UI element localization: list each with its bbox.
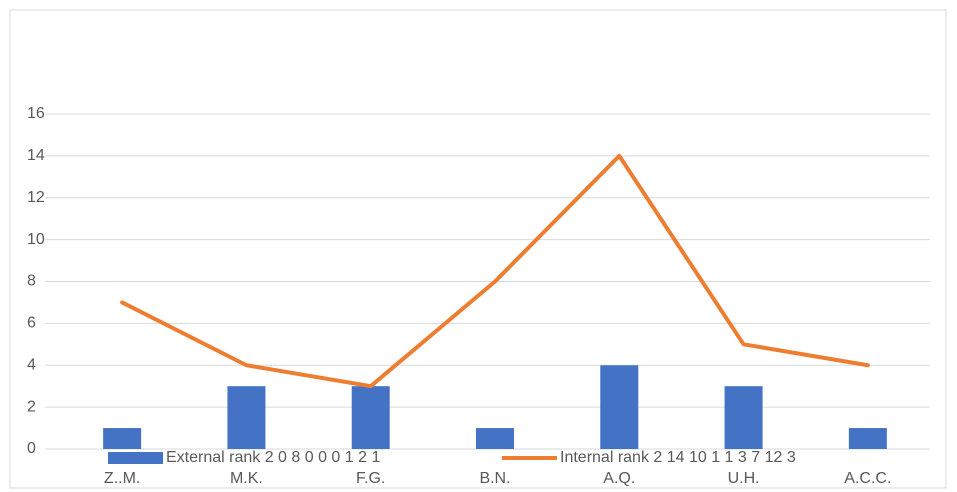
bar <box>724 386 763 449</box>
legend-label: External rank 2 0 8 0 0 0 1 2 1 <box>166 449 380 466</box>
x-tick-label: M.K. <box>230 470 263 487</box>
y-tick-label: 8 <box>27 273 36 290</box>
x-tick-label: F.G. <box>356 470 385 487</box>
x-tick-label: A.C.C. <box>844 470 891 487</box>
y-tick-label: 14 <box>27 147 45 164</box>
bar <box>351 386 390 449</box>
chart-border <box>9 9 947 489</box>
bar <box>848 428 887 449</box>
y-tick-label: 2 <box>27 398 36 415</box>
legend-swatch <box>108 452 163 464</box>
y-tick-label: 6 <box>27 315 36 332</box>
y-tick-label: 10 <box>27 231 45 248</box>
legend-label: Internal rank 2 14 10 1 1 3 7 12 3 <box>560 449 796 466</box>
y-tick-label: 12 <box>27 189 45 206</box>
x-tick-label: B.N. <box>479 470 510 487</box>
line <box>120 153 870 389</box>
y-tick-label: 0 <box>27 440 36 457</box>
y-tick-label: 16 <box>27 105 45 122</box>
x-tick-label: U.H. <box>728 470 760 487</box>
x-tick-label: Z..M. <box>104 470 140 487</box>
x-tick-label: A.Q. <box>603 470 635 487</box>
bar <box>227 386 266 449</box>
bar <box>600 365 639 449</box>
bar <box>103 428 142 449</box>
bar <box>476 428 514 449</box>
y-tick-label: 4 <box>27 356 36 373</box>
